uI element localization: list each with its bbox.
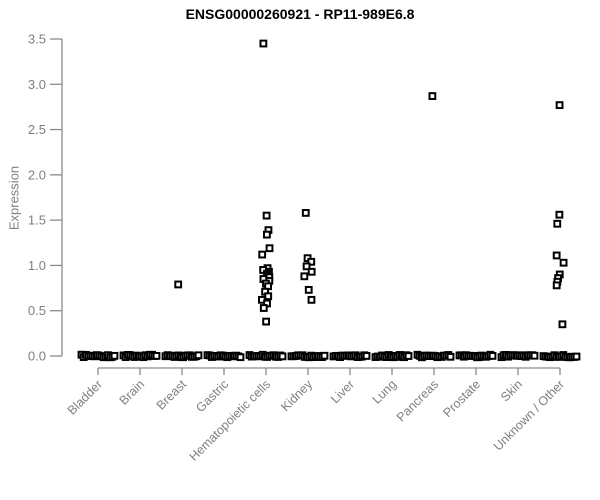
- zero-cluster-point: [320, 351, 329, 360]
- y-tick-label: 0.0: [28, 349, 46, 364]
- data-point-marker: [265, 244, 274, 253]
- y-tick-label: 1.5: [28, 213, 46, 228]
- zero-cluster-point: [572, 352, 581, 361]
- data-point-marker: [263, 230, 271, 239]
- y-tick-label: 3.5: [28, 32, 46, 47]
- data-point-marker: [428, 92, 437, 100]
- data-point-marker: [302, 262, 311, 271]
- zero-cluster-point: [278, 352, 287, 361]
- x-category-label: Kidney: [278, 377, 315, 414]
- zero-cluster-point: [152, 351, 161, 360]
- x-category-label: Lung: [370, 377, 400, 407]
- x-category-label: Unknown / Other: [491, 377, 567, 453]
- data-point-marker: [264, 292, 273, 301]
- data-point-marker: [307, 295, 316, 304]
- data-point-marker: [259, 304, 268, 312]
- zero-cluster-point: [194, 351, 203, 360]
- y-tick-label: 0.5: [28, 303, 46, 318]
- x-category-label: Pancreas: [394, 377, 441, 424]
- zero-cluster-point: [530, 351, 539, 360]
- data-point-marker: [307, 267, 316, 276]
- x-category-label: Brain: [117, 377, 148, 408]
- data-point-marker: [258, 250, 267, 259]
- data-point-marker: [559, 258, 568, 267]
- zero-cluster-point: [404, 352, 413, 360]
- x-category-label: Hematopoietic cells: [187, 377, 274, 464]
- data-point-marker: [552, 251, 561, 260]
- zero-cluster-point: [110, 351, 119, 360]
- data-point-marker: [259, 39, 268, 48]
- data-point-marker: [553, 219, 562, 228]
- data-point-marker: [262, 211, 271, 220]
- data-point-marker: [552, 281, 561, 290]
- data-point-marker: [301, 208, 310, 217]
- y-tick-label: 1.0: [28, 258, 46, 273]
- x-category-label: Liver: [328, 377, 357, 406]
- data-point-marker: [558, 320, 567, 329]
- data-point-marker: [300, 272, 309, 281]
- x-category-label: Gastric: [193, 377, 231, 415]
- x-category-label: Bladder: [65, 377, 105, 417]
- x-category-label: Skin: [498, 377, 525, 404]
- zero-cluster-point: [488, 351, 497, 360]
- zero-cluster-point: [362, 352, 371, 360]
- data-point-marker: [307, 257, 316, 266]
- chart-title: ENSG00000260921 - RP11-989E6.8: [185, 6, 415, 22]
- data-point-marker: [555, 210, 564, 219]
- data-point-marker: [555, 101, 564, 110]
- data-point-marker: [304, 285, 313, 294]
- x-category-label: Prostate: [440, 377, 483, 420]
- y-tick-label: 3.0: [28, 77, 46, 92]
- y-tick-label: 2.0: [28, 167, 46, 182]
- zero-cluster-point: [236, 353, 245, 362]
- data-point-marker: [174, 280, 183, 289]
- zero-cluster-point: [446, 352, 455, 361]
- data-point-marker: [262, 317, 271, 326]
- x-category-label: Breast: [154, 377, 190, 413]
- y-tick-label: 2.5: [28, 122, 46, 137]
